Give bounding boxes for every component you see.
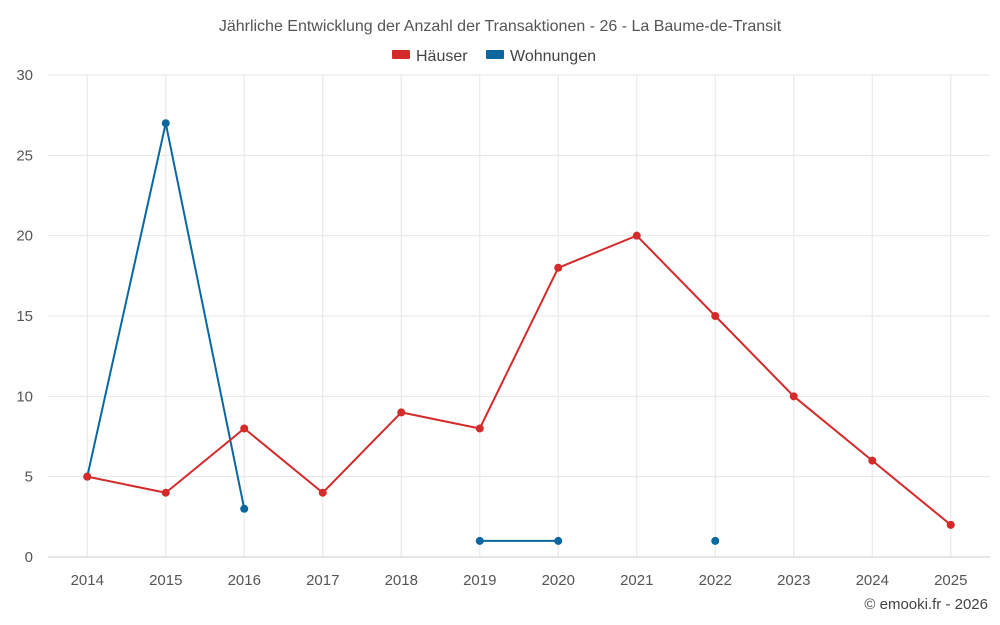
x-tick-label: 2018 <box>385 572 418 589</box>
series-line-haeuser <box>87 234 952 526</box>
data-point-haeuser[interactable] <box>397 408 406 417</box>
x-tick-label: 2016 <box>228 572 261 589</box>
x-tick-label: 2020 <box>542 572 575 589</box>
data-point-haeuser[interactable] <box>475 424 484 433</box>
legend-label-haeuser[interactable]: Häuser <box>416 48 468 65</box>
y-tick-label: 20 <box>16 228 33 245</box>
data-point-haeuser[interactable] <box>554 263 563 272</box>
y-axis: 0 5 10 15 20 25 30 <box>16 67 33 566</box>
data-point-wohnungen[interactable] <box>554 536 563 545</box>
series-haeuser <box>83 231 955 529</box>
y-tick-label: 25 <box>16 147 33 164</box>
y-tick-label: 10 <box>16 388 33 405</box>
credit-text: © emooki.fr - 2026 <box>864 596 988 613</box>
x-tick-label: 2014 <box>71 572 104 589</box>
x-tick-label: 2019 <box>463 572 496 589</box>
data-point-haeuser[interactable] <box>868 456 877 465</box>
series-layer <box>83 119 955 545</box>
y-tick-label: 15 <box>16 308 33 325</box>
x-tick-label: 2021 <box>620 572 653 589</box>
x-tick-label: 2023 <box>777 572 810 589</box>
legend-swatch-wohnungen[interactable] <box>486 50 504 59</box>
x-tick-label: 2017 <box>306 572 339 589</box>
grid <box>48 74 990 558</box>
data-point-haeuser[interactable] <box>632 231 641 240</box>
y-tick-label: 5 <box>25 469 33 486</box>
x-tick-label: 2024 <box>856 572 889 589</box>
y-tick-label: 0 <box>25 549 33 566</box>
y-tick-label: 30 <box>16 67 33 84</box>
legend-swatch-haeuser[interactable] <box>392 50 410 59</box>
data-point-haeuser[interactable] <box>161 488 170 497</box>
legend-label-wohnungen[interactable]: Wohnungen <box>510 48 596 65</box>
data-point-haeuser[interactable] <box>83 472 92 481</box>
x-axis: 2014 2015 2016 2017 2018 2019 2020 2021 2022 2023… <box>48 556 990 589</box>
x-tick-label: 2015 <box>149 572 182 589</box>
data-point-wohnungen[interactable] <box>475 536 484 545</box>
x-tick-label: 2022 <box>699 572 732 589</box>
chart-title: Jährliche Entwicklung der Anzahl der Tra… <box>219 18 782 35</box>
data-point-haeuser[interactable] <box>946 520 955 529</box>
data-point-wohnungen[interactable] <box>240 504 249 513</box>
data-point-haeuser[interactable] <box>318 488 327 497</box>
legend: Häuser Wohnungen <box>392 48 596 65</box>
data-point-wohnungen[interactable] <box>711 536 720 545</box>
data-point-haeuser[interactable] <box>711 312 720 320</box>
x-tick-label: 2025 <box>934 572 967 589</box>
data-point-wohnungen[interactable] <box>161 119 170 128</box>
data-point-haeuser[interactable] <box>240 424 249 433</box>
data-point-haeuser[interactable] <box>789 392 798 401</box>
